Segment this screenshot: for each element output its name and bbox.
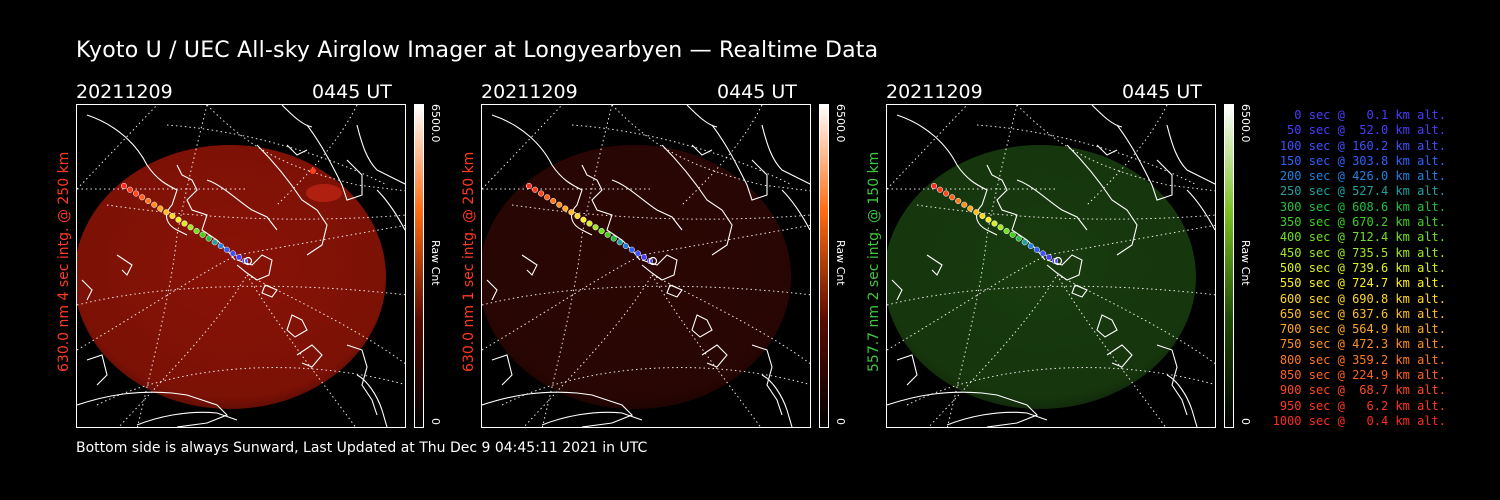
legend-row: 650 sec @ 637.6 km alt. xyxy=(1279,306,1446,321)
panel-1-date: 20211209 xyxy=(76,81,173,103)
panel-1-cbar-max: 6500.0 xyxy=(429,104,442,143)
panel-1-colorbar xyxy=(414,104,424,428)
legend-row: 1000 sec @ 0.4 km alt. xyxy=(1272,413,1446,428)
legend-row: 900 sec @ 68.7 km alt. xyxy=(1279,383,1446,398)
legend-row: 750 sec @ 472.3 km alt. xyxy=(1279,337,1446,352)
panel-2-cbar-min: 0 xyxy=(834,418,847,425)
track-markers xyxy=(930,182,1059,265)
airglow-disk xyxy=(77,145,386,409)
legend-row: 450 sec @ 735.5 km alt. xyxy=(1279,245,1446,260)
panel-3-date: 20211209 xyxy=(886,81,983,103)
panel-3-map xyxy=(887,105,1215,427)
panel-1-ylabel: 630.0 nm 4 sec intg. @ 250 km xyxy=(56,151,72,372)
lat-lon-grid xyxy=(887,105,1215,427)
panel-3-image xyxy=(886,104,1216,428)
legend-row: 550 sec @ 724.7 km alt. xyxy=(1279,276,1446,291)
legend-row: 600 sec @ 690.8 km alt. xyxy=(1279,291,1446,306)
legend-row: 250 sec @ 527.4 km alt. xyxy=(1279,184,1446,199)
legend-row: 400 sec @ 712.4 km alt. xyxy=(1279,230,1446,245)
track-markers xyxy=(120,182,249,265)
legend-row: 950 sec @ 6.2 km alt. xyxy=(1279,398,1446,413)
legend-row: 850 sec @ 224.9 km alt. xyxy=(1279,368,1446,383)
panel-2-date: 20211209 xyxy=(481,81,578,103)
panel-1-time: 0445 UT xyxy=(312,81,392,103)
airglow-disk xyxy=(482,145,791,409)
panel-2-map xyxy=(482,105,810,427)
track-markers xyxy=(525,182,654,265)
lat-lon-grid xyxy=(482,105,810,427)
legend-row: 500 sec @ 739.6 km alt. xyxy=(1279,260,1446,275)
panel-1-image xyxy=(76,104,406,428)
panel-2-time: 0445 UT xyxy=(717,81,797,103)
legend-row: 300 sec @ 608.6 km alt. xyxy=(1279,199,1446,214)
panel-1-cbar-min: 0 xyxy=(429,418,442,425)
legend-row: 100 sec @ 160.2 km alt. xyxy=(1279,138,1446,153)
panel-2-cbar-label: Raw Cnt xyxy=(834,240,847,286)
footer-note: Bottom side is always Sunward, Last Upda… xyxy=(76,440,648,456)
panel-2-image xyxy=(481,104,811,428)
legend-row: 800 sec @ 359.2 km alt. xyxy=(1279,352,1446,367)
airglow-disk xyxy=(887,145,1196,409)
panel-2-colorbar xyxy=(819,104,829,428)
legend-row: 50 sec @ 52.0 km alt. xyxy=(1287,123,1446,138)
legend-row: 0 sec @ 0.1 km alt. xyxy=(1294,108,1446,122)
panel-3-ylabel: 557.7 nm 2 sec intg. @ 150 km xyxy=(866,151,882,372)
page-title: Kyoto U / UEC All-sky Airglow Imager at … xyxy=(76,38,879,63)
panel-2-ylabel: 630.0 nm 1 sec intg. @ 250 km xyxy=(461,151,477,372)
coastline xyxy=(77,105,405,427)
lat-lon-grid xyxy=(77,105,405,427)
legend-row: 200 sec @ 426.0 km alt. xyxy=(1279,169,1446,184)
panel-1-cbar-label: Raw Cnt xyxy=(429,240,442,286)
panel-1-map xyxy=(77,105,405,427)
panel-3-cbar-max: 6500.0 xyxy=(1239,104,1252,143)
legend-row: 150 sec @ 303.8 km alt. xyxy=(1279,153,1446,168)
legend-row: 350 sec @ 670.2 km alt. xyxy=(1279,215,1446,230)
panel-3-cbar-min: 0 xyxy=(1239,418,1252,425)
panel-2-cbar-max: 6500.0 xyxy=(834,104,847,143)
panel-3-time: 0445 UT xyxy=(1122,81,1202,103)
panel-3-cbar-label: Raw Cnt xyxy=(1239,240,1252,286)
altitude-legend: 0 sec @ 0.1 km alt. 50 sec @ 52.0 km alt.… xyxy=(1262,108,1446,429)
legend-row: 700 sec @ 564.9 km alt. xyxy=(1279,322,1446,337)
panel-3-colorbar xyxy=(1224,104,1234,428)
